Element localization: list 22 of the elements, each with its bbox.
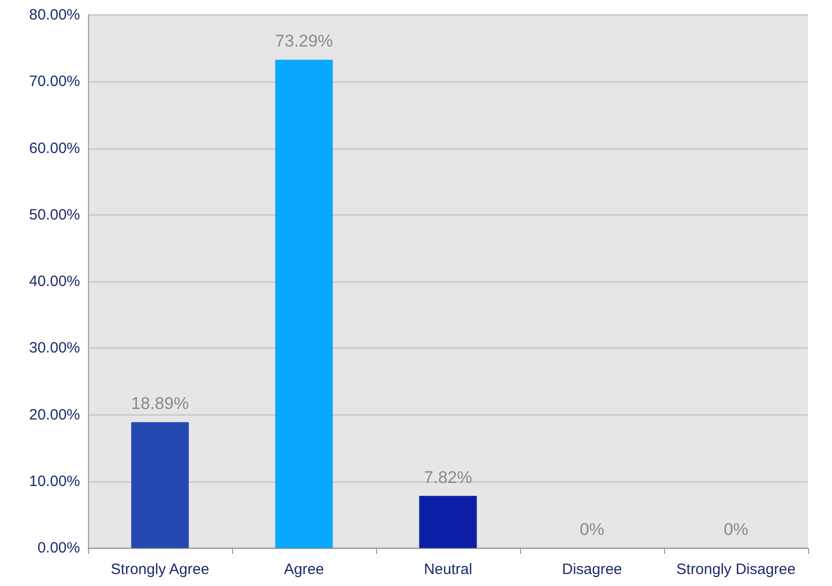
x-tick-label: Strongly Disagree <box>676 561 796 578</box>
x-tick-label: Neutral <box>424 561 472 578</box>
data-label: 0% <box>580 520 604 539</box>
y-tick-label: 60.00% <box>29 140 80 157</box>
y-tick-label: 0.00% <box>37 540 80 556</box>
y-tick-label: 50.00% <box>29 206 80 224</box>
y-tick-label: 10.00% <box>29 472 80 490</box>
bar <box>275 60 333 548</box>
data-label: 0% <box>724 520 748 539</box>
data-label: 73.29% <box>275 32 333 51</box>
x-tick-label: Agree <box>284 561 324 578</box>
y-tick-label: 80.00% <box>29 6 80 24</box>
y-tick-label: 20.00% <box>29 406 80 424</box>
x-tick-label: Strongly Agree <box>110 561 210 578</box>
data-label: 18.89% <box>131 394 189 414</box>
y-tick-label: 40.00% <box>29 273 80 290</box>
data-label: 7.82% <box>424 468 472 487</box>
bar <box>419 496 477 548</box>
y-tick-label: 70.00% <box>29 73 80 90</box>
bar <box>131 422 189 548</box>
x-tick-label: Disagree <box>562 561 622 578</box>
y-tick-label: 30.00% <box>29 340 80 357</box>
